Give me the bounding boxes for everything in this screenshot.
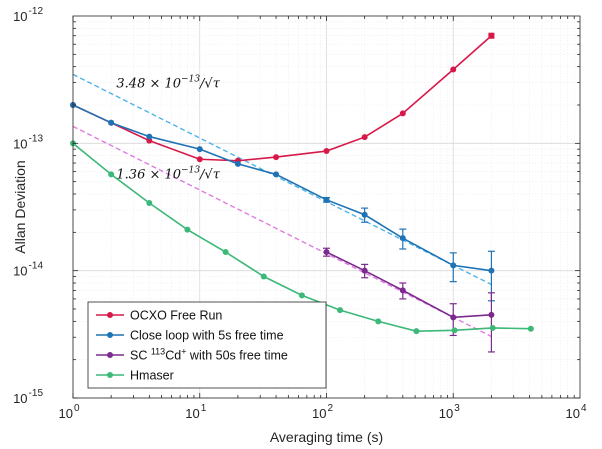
data-point <box>488 311 495 318</box>
data-point <box>184 226 191 233</box>
data-point <box>298 292 305 299</box>
data-point <box>527 325 534 332</box>
data-point <box>273 171 280 178</box>
fit-line <box>72 73 492 286</box>
data-point <box>450 314 457 321</box>
series-group <box>70 102 495 302</box>
legend-swatch-marker <box>107 312 113 318</box>
fit-lines <box>72 73 492 338</box>
data-point <box>451 327 458 334</box>
data-point <box>361 211 368 218</box>
data-point <box>337 307 344 314</box>
legend-label: SC 113Cd+ with 50s free time <box>130 347 288 363</box>
legend-swatch-marker <box>107 332 113 338</box>
y-axis-label: Allan Deviation <box>12 160 28 253</box>
data-point <box>488 267 495 274</box>
data-point <box>489 324 496 331</box>
fit-label: 3.48 × 10−13/√τ <box>116 74 220 91</box>
legend-swatch-marker <box>107 352 113 358</box>
legend-swatch-marker <box>107 372 113 378</box>
data-point <box>108 119 115 126</box>
data-point <box>260 273 267 280</box>
data-point <box>234 160 241 167</box>
data-point <box>323 148 330 155</box>
data-point <box>413 328 420 335</box>
data-point-end <box>488 32 495 39</box>
data-point <box>222 249 229 256</box>
legend: OCXO Free Run Close loop with 5s free tim… <box>87 301 327 389</box>
x-axis-label: Averaging time (s) <box>270 429 383 445</box>
series-group <box>323 247 495 353</box>
data-point <box>146 133 153 140</box>
data-point <box>399 110 406 117</box>
fit-label: 1.36 × 10−13/√τ <box>116 165 220 182</box>
data-point <box>450 66 457 73</box>
data-point <box>323 196 330 203</box>
series-group <box>70 140 534 335</box>
data-point <box>399 235 406 242</box>
legend-label: Close loop with 5s free time <box>130 329 284 343</box>
data-point <box>146 199 153 206</box>
data-point <box>108 171 115 178</box>
data-point <box>273 154 280 161</box>
data-point <box>196 156 203 163</box>
data-point <box>375 318 382 325</box>
legend-label: OCXO Free Run <box>130 309 222 323</box>
data-point <box>361 134 368 141</box>
fit-line <box>72 125 492 338</box>
data-point <box>196 146 203 153</box>
fit-annotations: 3.48 × 10−13/√τ 1.36 × 10−13/√τ <box>116 74 220 182</box>
legend-label: Hmaser <box>130 369 174 383</box>
data-point <box>361 267 368 274</box>
data-series <box>70 32 534 353</box>
data-point <box>399 287 406 294</box>
legend-box <box>87 301 327 389</box>
data-point <box>450 262 457 269</box>
data-point <box>323 249 330 256</box>
